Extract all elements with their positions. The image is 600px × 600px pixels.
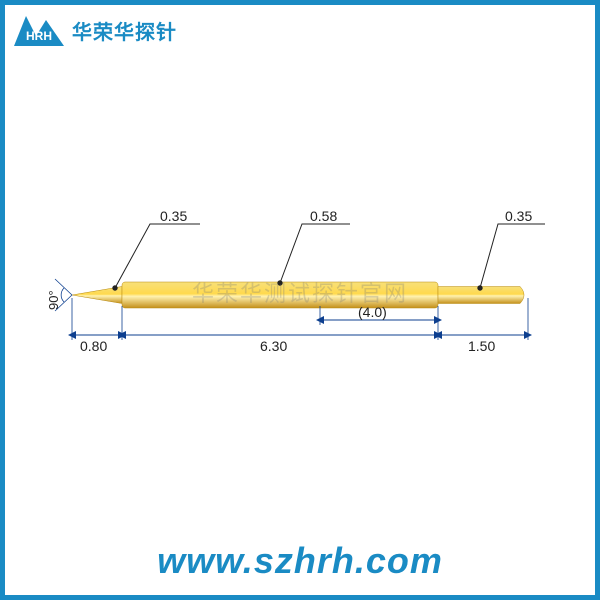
- watermark-text: 华荣华测试探针官网: [0, 276, 600, 308]
- hrh-mountain-icon: HRH: [12, 10, 66, 50]
- dim-lines: [72, 320, 528, 335]
- dim-body-dia: 0.58: [310, 208, 337, 224]
- svg-text:HRH: HRH: [26, 29, 52, 43]
- dim-len-tip: 0.80: [80, 338, 107, 354]
- dim-plunger-dia: 0.35: [505, 208, 532, 224]
- dim-tip-dia: 0.35: [160, 208, 187, 224]
- dim-len-plunger: 1.50: [468, 338, 495, 354]
- brand-url: www.szhrh.com: [0, 540, 600, 582]
- dim-len-body: 6.30: [260, 338, 287, 354]
- brand-logo: HRH 华荣华探针: [12, 10, 177, 50]
- brand-name-cn: 华荣华探针: [72, 16, 177, 45]
